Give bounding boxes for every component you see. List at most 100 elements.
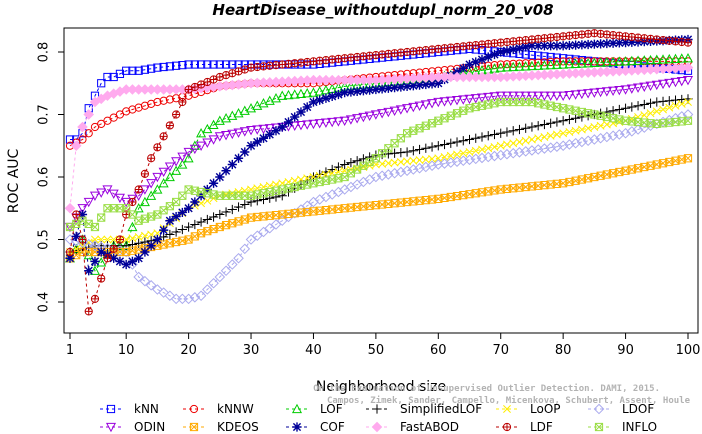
- data-point: [639, 55, 650, 65]
- data-point: [614, 104, 624, 115]
- data-point: [659, 105, 667, 114]
- data-point: [595, 57, 606, 67]
- data-point: [490, 99, 499, 108]
- series-inflo: [65, 97, 693, 232]
- data-point: [177, 159, 188, 169]
- data-point: [464, 134, 475, 145]
- data-point: [183, 147, 194, 158]
- data-point: [184, 222, 194, 232]
- data-point: [352, 114, 363, 124]
- data-point: [140, 101, 150, 110]
- data-point: [290, 182, 299, 192]
- data-point: [89, 240, 101, 252]
- data-point: [652, 107, 661, 116]
- data-point: [421, 79, 431, 90]
- data-point: [426, 160, 438, 172]
- data-point: [159, 225, 169, 235]
- data-point: [153, 97, 162, 107]
- data-point: [540, 133, 549, 141]
- data-point: [409, 126, 418, 135]
- data-point: [558, 91, 569, 102]
- data-point: [395, 166, 407, 178]
- data-point: [489, 129, 500, 140]
- data-point: [646, 109, 655, 118]
- data-point: [221, 166, 231, 176]
- data-point: [302, 120, 313, 130]
- data-point: [190, 60, 199, 69]
- data-point: [596, 121, 605, 130]
- series-line-ldof: [69, 114, 689, 300]
- data-point: [576, 58, 587, 68]
- data-point: [147, 212, 156, 221]
- data-point: [84, 129, 93, 138]
- data-point: [290, 112, 300, 122]
- data-point: [526, 145, 538, 156]
- data-point: [570, 58, 581, 68]
- data-point: [346, 87, 356, 97]
- data-point: [158, 287, 169, 298]
- data-point: [671, 117, 680, 127]
- data-point: [477, 54, 487, 65]
- data-point: [520, 91, 531, 102]
- data-point: [552, 57, 562, 66]
- data-point: [202, 284, 213, 295]
- data-point: [620, 85, 631, 95]
- data-point: [215, 172, 225, 182]
- data-point: [164, 162, 175, 172]
- data-point: [676, 76, 687, 87]
- legend-label: SimplifiedLOF: [400, 402, 482, 416]
- data-point: [476, 152, 488, 164]
- data-point: [427, 99, 438, 109]
- data-point: [164, 290, 176, 302]
- data-point: [514, 91, 525, 102]
- data-point: [507, 147, 519, 159]
- data-point: [565, 57, 574, 66]
- data-point: [139, 196, 150, 207]
- data-point: [601, 131, 613, 143]
- data-point: [414, 80, 425, 90]
- data-point: [202, 138, 213, 148]
- data-point: [165, 121, 174, 130]
- data-point: [340, 88, 350, 98]
- data-point: [346, 158, 356, 168]
- data-point: [352, 86, 362, 96]
- data-point: [221, 112, 232, 123]
- data-point: [470, 94, 481, 104]
- data-point: [552, 41, 562, 51]
- data-point: [633, 83, 644, 93]
- x-tick-label: 80: [555, 343, 572, 358]
- y-tick-label: 0.5: [37, 229, 52, 250]
- data-point: [465, 148, 474, 156]
- data-point: [477, 101, 487, 110]
- data-point: [134, 216, 143, 225]
- y-tick-label: 0.4: [37, 292, 52, 313]
- data-point: [408, 81, 418, 91]
- data-point: [251, 230, 263, 242]
- data-point: [408, 102, 419, 113]
- data-point: [109, 235, 118, 244]
- data-point: [614, 56, 625, 66]
- data-point: [334, 174, 343, 183]
- data-point: [259, 189, 268, 198]
- data-point: [539, 119, 550, 130]
- data-point: [595, 87, 606, 98]
- data-point: [78, 235, 87, 244]
- data-point: [439, 97, 450, 107]
- data-point: [295, 121, 307, 131]
- data-point: [651, 80, 662, 91]
- data-point: [508, 61, 519, 72]
- data-point: [215, 60, 224, 69]
- data-point: [321, 93, 331, 103]
- data-point: [633, 37, 643, 47]
- data-point: [284, 184, 293, 193]
- data-point: [109, 253, 119, 263]
- data-point: [427, 119, 437, 128]
- data-point: [439, 139, 450, 150]
- data-point: [501, 62, 513, 72]
- data-point: [365, 85, 375, 95]
- data-point: [184, 60, 193, 69]
- data-point: [270, 219, 282, 230]
- data-point: [427, 79, 437, 89]
- data-point: [140, 65, 150, 74]
- data-point: [340, 172, 349, 182]
